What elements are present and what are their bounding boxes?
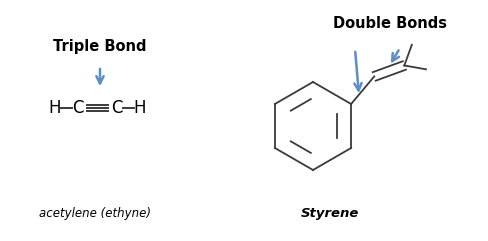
Text: H: H bbox=[134, 99, 146, 117]
Text: Styrene: Styrene bbox=[301, 207, 359, 220]
Text: Triple Bond: Triple Bond bbox=[53, 39, 147, 54]
Text: Double Bonds: Double Bonds bbox=[333, 15, 447, 31]
Text: C: C bbox=[72, 99, 84, 117]
Text: C: C bbox=[111, 99, 123, 117]
Text: acetylene (ethyne): acetylene (ethyne) bbox=[39, 207, 151, 220]
Text: H: H bbox=[49, 99, 61, 117]
